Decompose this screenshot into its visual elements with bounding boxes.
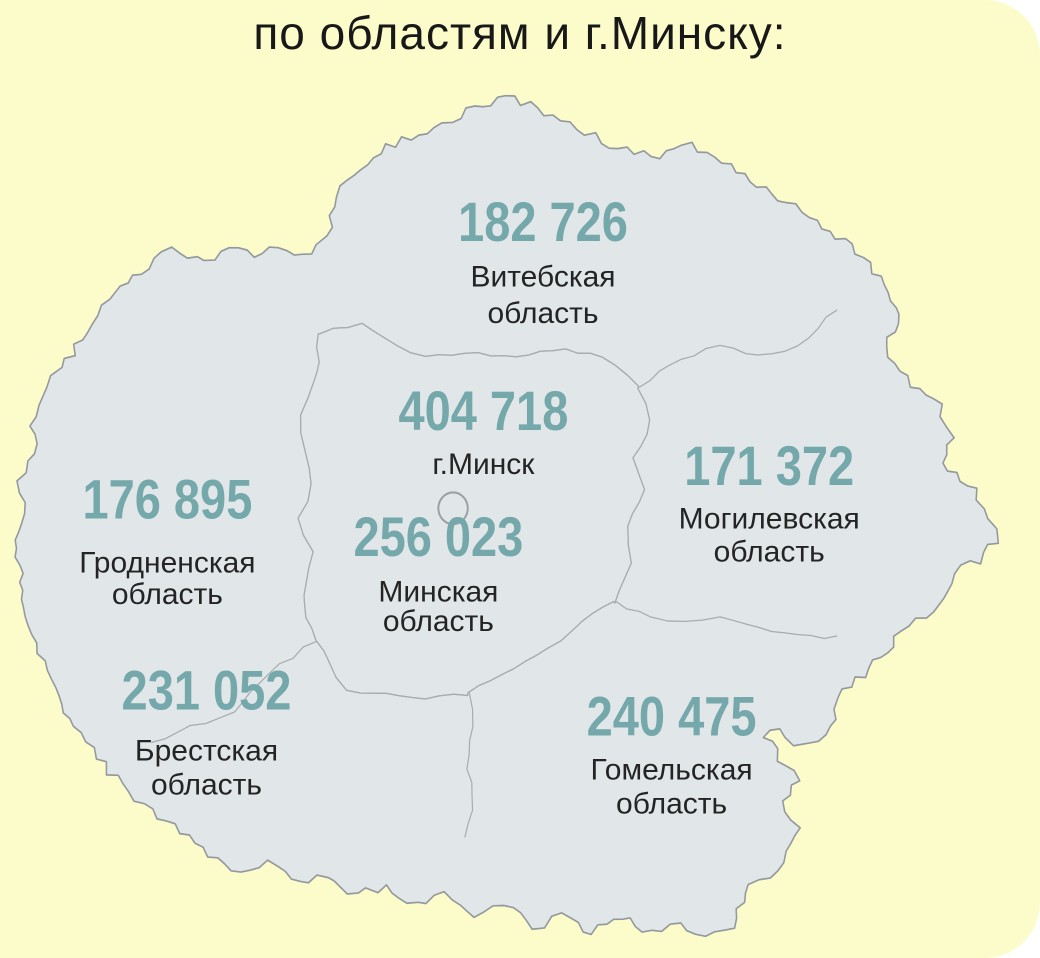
svg-text:область: область [151, 769, 262, 802]
svg-text:область: область [112, 578, 223, 611]
svg-text:182 726: 182 726 [458, 190, 628, 253]
svg-text:Минская: Минская [378, 576, 498, 609]
svg-text:Гродненская: Гродненская [79, 547, 255, 580]
svg-text:Брестская: Брестская [135, 735, 278, 768]
svg-text:область: область [714, 536, 825, 569]
svg-text:Витебская: Витебская [470, 260, 615, 293]
svg-text:231 052: 231 052 [122, 659, 292, 722]
svg-text:176 895: 176 895 [82, 468, 252, 531]
svg-text:Могилевская: Могилевская [679, 502, 860, 535]
svg-text:область: область [383, 605, 494, 638]
svg-text:область: область [487, 297, 598, 330]
svg-text:Гомельская: Гомельская [591, 754, 753, 787]
svg-text:171 372: 171 372 [684, 435, 854, 498]
svg-text:область: область [616, 788, 727, 821]
svg-text:256 023: 256 023 [353, 505, 523, 568]
svg-text:240 475: 240 475 [587, 685, 757, 748]
svg-text:404 718: 404 718 [398, 379, 568, 442]
svg-text:г.Минск: г.Минск [432, 448, 535, 481]
